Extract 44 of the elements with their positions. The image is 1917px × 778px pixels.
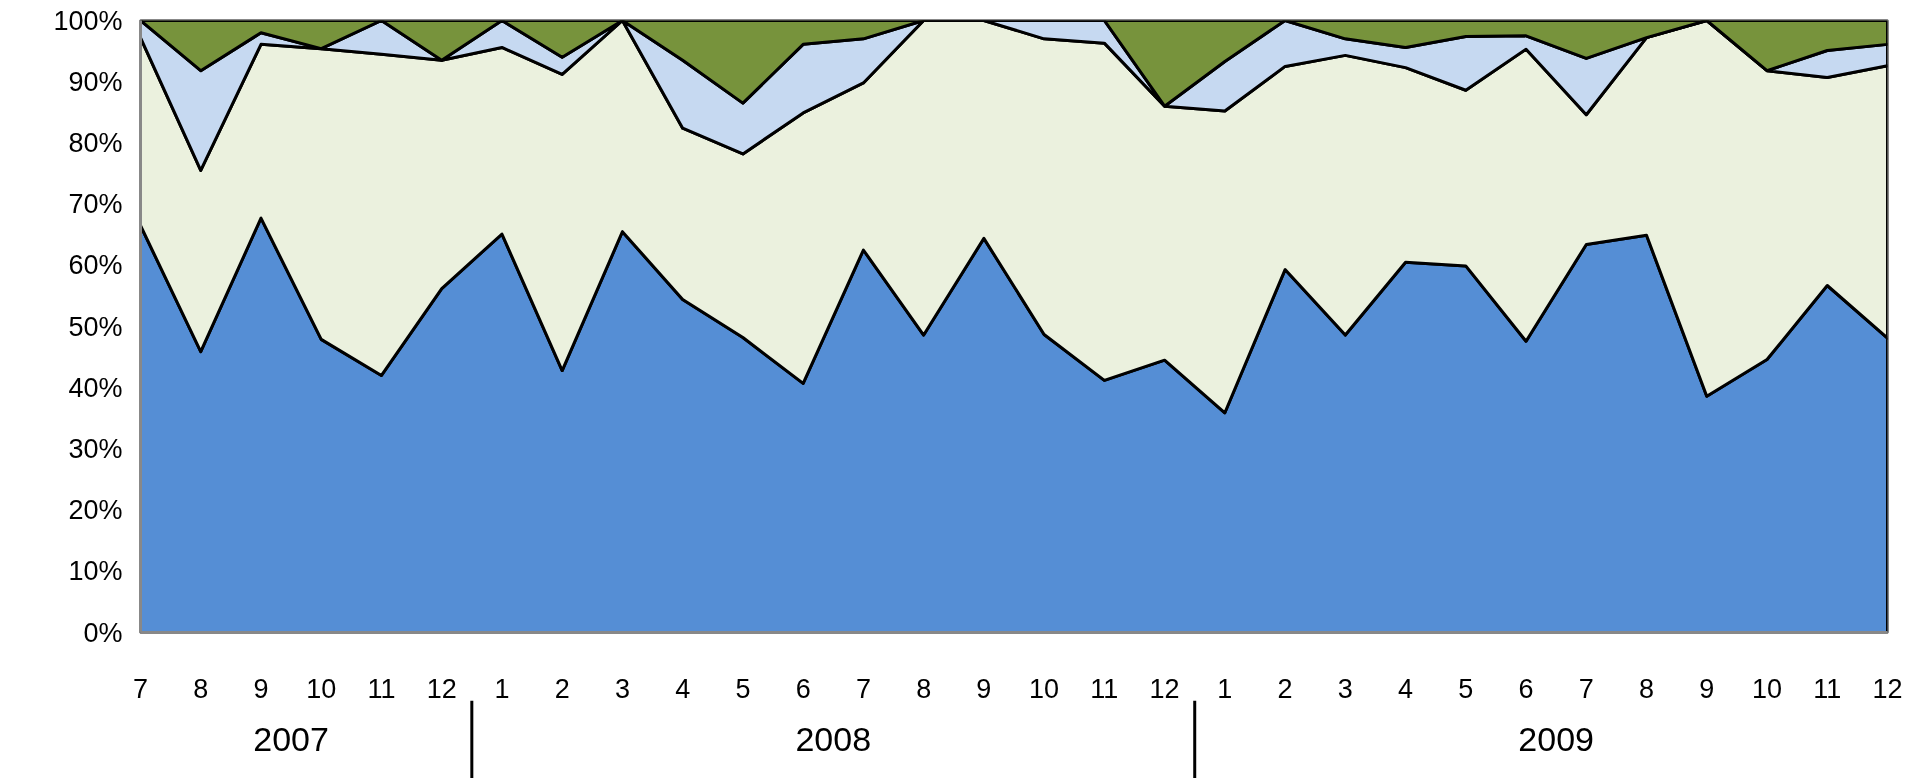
x-tick-label: 11 <box>1090 673 1119 704</box>
y-tick-label: 60% <box>68 250 123 281</box>
x-tick-label: 10 <box>1029 673 1060 704</box>
y-tick-label: 100% <box>53 5 123 36</box>
y-tick-label: 20% <box>68 495 123 526</box>
x-tick-label: 12 <box>426 673 457 704</box>
x-tick-label: 5 <box>1458 673 1474 704</box>
x-tick-label: 7 <box>1578 673 1594 704</box>
y-tick-label: 70% <box>68 189 123 220</box>
x-tick-label: 8 <box>1639 673 1655 704</box>
x-tick-label: 9 <box>976 673 992 704</box>
text: 2009 <box>1518 720 1594 758</box>
x-tick-label: 11 <box>367 673 396 704</box>
x-tick-label: 6 <box>795 673 811 704</box>
x-tick-label: 9 <box>1699 673 1715 704</box>
x-tick-label: 3 <box>1337 673 1353 704</box>
x-tick-label: 10 <box>306 673 337 704</box>
x-tick-label: 10 <box>1752 673 1783 704</box>
x-tick-label: 1 <box>1217 673 1233 704</box>
y-tick-label: 80% <box>68 127 123 158</box>
y-tick-label: 40% <box>68 372 123 403</box>
x-tick-label: 2 <box>1277 673 1293 704</box>
x-tick-label: 6 <box>1518 673 1534 704</box>
x-tick-label: 12 <box>1149 673 1180 704</box>
x-tick-label: 1 <box>494 673 510 704</box>
x-tick-label: 9 <box>253 673 269 704</box>
x-tick-label: 4 <box>675 673 691 704</box>
x-tick-label: 11 <box>1813 673 1842 704</box>
x-tick-label: 3 <box>614 673 630 704</box>
x-tick-label: 4 <box>1398 673 1414 704</box>
x-tick-label: 8 <box>916 673 932 704</box>
x-tick-label: 7 <box>855 673 871 704</box>
y-tick-label: 90% <box>68 66 123 97</box>
x-tick-label: 5 <box>735 673 751 704</box>
x-tick-label: 2 <box>554 673 570 704</box>
x-tick-label: 12 <box>1872 673 1903 704</box>
y-tick-label: 30% <box>68 433 123 464</box>
y-tick-label: 0% <box>83 617 123 648</box>
x-tick-label: 7 <box>132 673 149 704</box>
x-tick-label: 8 <box>193 673 209 704</box>
text: 2007 <box>253 720 329 758</box>
y-tick-label: 50% <box>68 311 123 342</box>
text: 2008 <box>795 720 872 758</box>
y-tick-label: 10% <box>68 556 123 587</box>
